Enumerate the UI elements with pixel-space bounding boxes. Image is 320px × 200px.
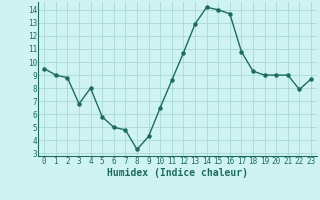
X-axis label: Humidex (Indice chaleur): Humidex (Indice chaleur) (107, 168, 248, 178)
